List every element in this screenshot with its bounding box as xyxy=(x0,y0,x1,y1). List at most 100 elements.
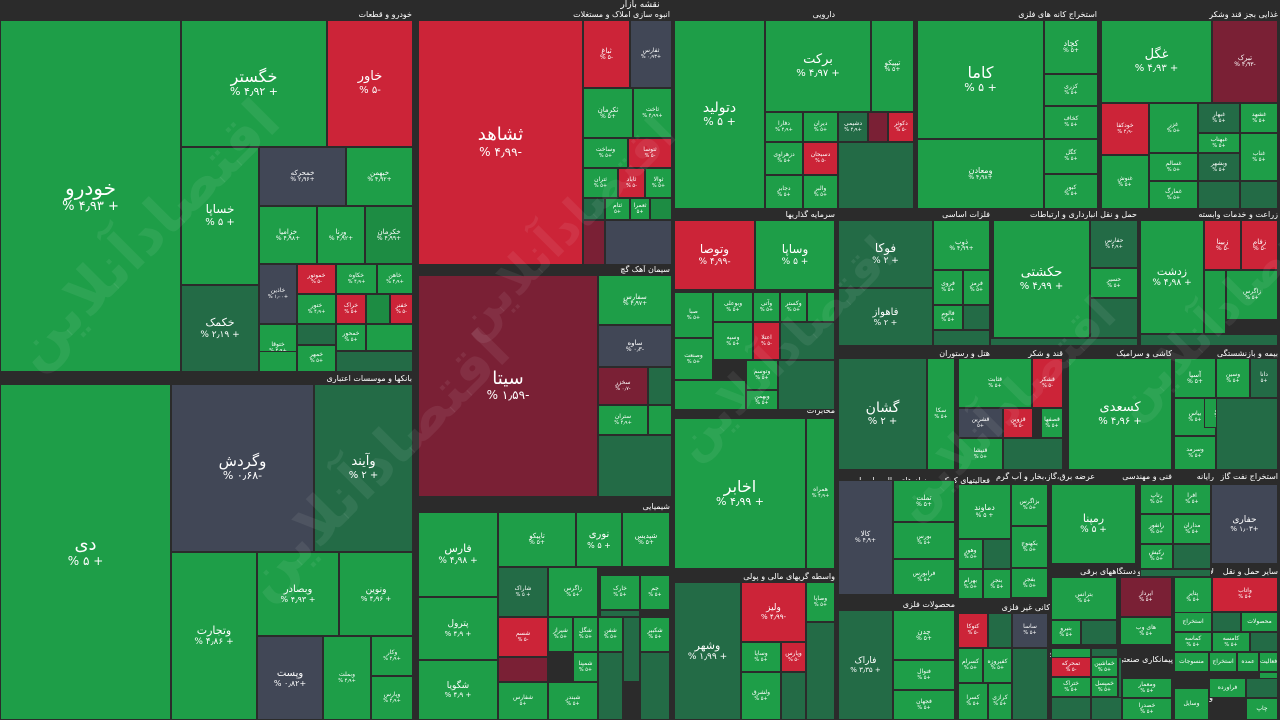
stock-tile-small[interactable] xyxy=(623,617,640,682)
stock-tile-khsapa[interactable]: خساپا + ۵ % xyxy=(181,147,259,285)
stock-tile-small[interactable] xyxy=(1198,181,1240,209)
stock-tile-dalber[interactable]: والبر +۵ % xyxy=(803,175,838,209)
stock-tile-vsarmad[interactable]: وسرمد +۵ % xyxy=(1174,436,1216,470)
stock-tile-small[interactable] xyxy=(1246,678,1278,698)
stock-tile-sava[interactable]: ساوه -۰٫۳ % xyxy=(598,325,672,367)
stock-tile-kkhaf[interactable]: کخاف +۵ % xyxy=(1044,106,1098,139)
stock-tile-barkat[interactable]: برکت + ۴٫۹۷ % xyxy=(765,20,871,112)
stock-tile-sabad[interactable]: ثاباد -۵ % xyxy=(618,168,645,198)
stock-tile-omde[interactable]: عمده xyxy=(1237,652,1259,672)
stock-tile-farak[interactable]: فاراک + ۳٫۳۵ % xyxy=(838,610,893,720)
stock-tile-small[interactable] xyxy=(1212,612,1241,632)
stock-tile-small[interactable] xyxy=(1204,270,1226,334)
stock-tile-small[interactable] xyxy=(963,305,990,330)
stock-tile-vshgm[interactable]: ولشرق +۵ % xyxy=(741,672,781,720)
stock-tile-shfan[interactable]: شفن +۵ % xyxy=(598,617,623,652)
stock-tile-vrena[interactable]: ورنا +۴٫۹۲ % xyxy=(317,206,365,264)
stock-tile-kgeel[interactable]: کبور +۵ % xyxy=(1044,174,1098,209)
stock-tile-dkvar[interactable]: دکوثر -۵ % xyxy=(888,112,914,142)
stock-tile-btras[interactable]: بترانس +۵ % xyxy=(1051,577,1117,620)
stock-tile-ghshoud[interactable]: وبشهر +۵ % xyxy=(1198,153,1240,181)
stock-tile-kala[interactable]: کالا +۴٫۹ % xyxy=(838,480,893,595)
stock-tile-kazri[interactable]: کزری +۵ % xyxy=(1044,74,1098,106)
stock-tile-khetour[interactable]: ختور +۴٫۹ % xyxy=(297,294,336,324)
stock-tile-vsapa[interactable]: وساپا + ۵ % xyxy=(755,220,835,290)
stock-tile-foka[interactable]: فوکا + ۲ % xyxy=(838,220,933,288)
stock-tile-saakht[interactable]: ثباغ -۵ % xyxy=(583,20,630,88)
stock-tile-kama[interactable]: کاما + ۵ % xyxy=(917,20,1044,139)
stock-tile-mahsoolat[interactable]: محصولات xyxy=(1241,612,1278,632)
stock-tile-ghnoosh[interactable]: غنوش +۵ % xyxy=(1101,155,1149,209)
stock-tile-vpars[interactable]: وپارس -۵ % xyxy=(781,642,806,672)
stock-tile-tipiko[interactable]: تیپیکو +۵ % xyxy=(871,20,914,112)
stock-tile-dmavand[interactable]: دماوند + ۵ % xyxy=(958,484,1011,539)
stock-tile-bhamr[interactable]: بهرام +۵ % xyxy=(958,569,983,599)
stock-tile-small[interactable] xyxy=(1003,438,1063,470)
stock-tile-zagros2[interactable]: زاگرس +۵ % xyxy=(548,567,598,617)
stock-tile-bkhazar[interactable]: وهور +۵ % xyxy=(958,539,983,569)
stock-tile-rrkish[interactable]: رکیش +۵ % xyxy=(1140,544,1173,569)
stock-tile-vnovin[interactable]: ونوین + ۴٫۹۶ % xyxy=(339,552,413,636)
stock-tile-small[interactable] xyxy=(598,652,623,720)
stock-tile-dsobhan[interactable]: دسبحان -۵ % xyxy=(803,142,838,175)
stock-tile-dtolid[interactable]: دتولید + ۵ % xyxy=(674,20,765,209)
stock-tile-khmachine[interactable]: خماشین +۵ % xyxy=(1091,657,1118,677)
stock-tile-fahvaz[interactable]: فاهواز + ۲ % xyxy=(838,288,933,346)
stock-tile-chandar[interactable]: چدن +۵ % xyxy=(893,610,955,660)
stock-tile-vtosa[interactable]: وتوصا -۴٫۹۹ % xyxy=(674,220,755,290)
stock-tile-small[interactable] xyxy=(781,672,806,720)
stock-tile-khzamiad[interactable]: خزامیا +۴٫۹۸ % xyxy=(259,206,317,264)
stock-tile-shbandar[interactable]: شبندر +۵ % xyxy=(548,682,598,720)
stock-tile-small[interactable] xyxy=(1051,697,1091,720)
stock-tile-khmhr[interactable]: ختراک +۵ % xyxy=(1051,677,1091,697)
stock-tile-noori[interactable]: نوری + ۵ % xyxy=(576,512,622,567)
stock-tile-small[interactable] xyxy=(366,294,390,324)
stock-tile-khamhour2[interactable]: خمحور +۵ % xyxy=(336,324,366,351)
stock-tile-fari[interactable]: فروی +۵ % xyxy=(933,270,963,305)
stock-tile-ktoka[interactable]: کتوکا -۵ % xyxy=(958,613,988,648)
stock-tile-bkhoram[interactable]: بکهنوج +۵ % xyxy=(1011,526,1048,568)
stock-tile-small[interactable] xyxy=(868,112,888,142)
stock-tile-ghshrin[interactable]: غبهناب +۵ % xyxy=(1198,133,1240,153)
stock-tile-small[interactable] xyxy=(297,324,336,345)
stock-tile-gshkar[interactable]: قشکر -۵ % xyxy=(1032,358,1063,408)
stock-tile-vtejarat[interactable]: وتجارت + ۴٫۸۶ % xyxy=(171,552,257,720)
stock-tile-khsaz[interactable]: خمپسل +۵ % xyxy=(1091,677,1118,697)
stock-tile-vayand[interactable]: وآیند + ۲ % xyxy=(314,384,413,552)
stock-tile-sakht[interactable]: ثاخت +۴٫۹۹ % xyxy=(633,88,672,138)
stock-tile-skerman[interactable]: ثکرمان +۵ % xyxy=(583,88,633,138)
stock-tile-dshimi[interactable]: دشیمی +۴٫۹ % xyxy=(838,112,868,142)
stock-tile-fzob[interactable]: ذوب +۴٫۹۹ % xyxy=(933,220,990,270)
stock-tile-vmellat[interactable]: وبملت +۴٫۹ % xyxy=(323,636,371,720)
stock-tile-shsina[interactable]: شیراز +۵ % xyxy=(548,617,573,652)
stock-tile-shpdis[interactable]: شپدیس +۵ % xyxy=(622,512,670,567)
stock-tile-sepid[interactable]: های وب +۵ % xyxy=(1120,617,1172,645)
stock-tile-small[interactable] xyxy=(1250,632,1278,652)
stock-tile-small[interactable] xyxy=(498,657,548,682)
stock-tile-vsanat[interactable]: وصنعت +۵ % xyxy=(674,338,713,380)
stock-tile-kbahr[interactable]: کرازی +۵ % xyxy=(988,683,1012,720)
stock-tile-small[interactable] xyxy=(605,220,672,265)
stock-tile-small[interactable] xyxy=(983,539,1011,569)
stock-tile-small[interactable] xyxy=(648,367,672,405)
stock-tile-gsaka[interactable]: سکا +۵ % xyxy=(927,358,955,470)
stock-tile-djabar[interactable]: دجابر +۵ % xyxy=(765,175,803,209)
stock-tile-chap[interactable]: چاپ xyxy=(1246,698,1278,720)
stock-tile-kchad[interactable]: کچاد +۵ % xyxy=(1044,20,1098,74)
stock-tile-shasad[interactable]: ثشاهد -۴٫۹۹ % xyxy=(418,20,583,265)
stock-tile-falom[interactable]: فالوم +۵ % xyxy=(933,305,963,330)
stock-tile-rtap[interactable]: رتاپ +۵ % xyxy=(1140,484,1173,514)
stock-tile-small[interactable] xyxy=(933,330,990,346)
stock-tile-khaahen[interactable]: خاهن +۴٫۹ % xyxy=(377,264,413,294)
stock-tile-zmahm[interactable]: زفام -۵ % xyxy=(1241,220,1278,270)
stock-tile-tamlat[interactable]: تملت +۵ % xyxy=(893,480,955,522)
stock-tile-kharid[interactable]: کامسه +۵ % xyxy=(1212,632,1250,652)
stock-tile-ghshirin[interactable]: قشرین +۵ xyxy=(958,408,1003,438)
stock-tile-kgel[interactable]: کگل +۵ % xyxy=(1044,139,1098,174)
stock-tile-ghnisha[interactable]: قنیشا +۵ % xyxy=(958,438,1003,470)
stock-tile-small[interactable] xyxy=(648,405,672,435)
stock-tile-kmaaden[interactable]: ومعادن +۴٫۹۸ % xyxy=(917,139,1044,209)
stock-tile-stran[interactable]: ثتران +۵ % xyxy=(583,168,618,198)
stock-tile-vatia[interactable]: وآتی +۵ % xyxy=(753,292,780,322)
stock-tile-sakhtsa[interactable]: وساخت +۵ % xyxy=(583,138,628,168)
